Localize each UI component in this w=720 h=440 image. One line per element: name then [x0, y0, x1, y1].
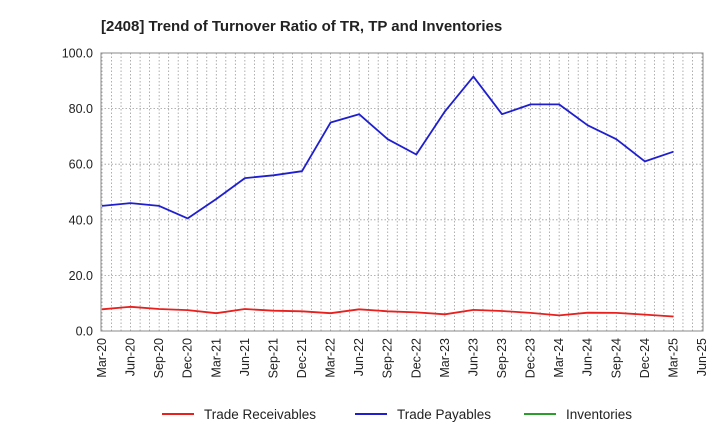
x-axis: Mar-20 Jun-20 Sep-20 Dec-20 Mar-21 Jun-21 Sep-… [95, 338, 709, 378]
x-tick-label: Sep-20 [152, 338, 166, 378]
x-tick-label: Jun-20 [124, 338, 138, 376]
y-tick-label: 40.0 [69, 213, 93, 227]
x-tick-label: Mar-24 [552, 338, 566, 378]
x-tick-label: Dec-23 [524, 338, 538, 378]
x-tick-label: Jun-21 [238, 338, 252, 376]
x-tick-label: Dec-20 [181, 338, 195, 378]
y-tick-label: 20.0 [69, 269, 93, 283]
y-tick-label: 0.0 [76, 325, 93, 339]
x-tick-label: Jun-25 [695, 338, 709, 376]
x-tick-label: Jun-24 [581, 338, 595, 376]
x-tick-label: Mar-23 [438, 338, 452, 378]
x-tick-label: Dec-24 [638, 338, 652, 378]
series-line-trade-payables [101, 75, 674, 220]
plot-area [100, 52, 704, 332]
legend: Trade Receivables Trade Payables Inventori… [162, 407, 632, 422]
legend-label: Trade Payables [397, 407, 491, 422]
x-tick-label: Mar-25 [666, 338, 680, 378]
x-tick-label: Mar-22 [324, 338, 338, 378]
legend-label: Trade Receivables [204, 407, 316, 422]
x-tick-label: Dec-21 [295, 338, 309, 378]
series-group [101, 75, 674, 318]
x-tick-label: Jun-22 [352, 338, 366, 376]
grid [101, 52, 703, 332]
y-tick-label: 60.0 [69, 158, 93, 172]
x-tick-label: Mar-20 [95, 338, 109, 378]
x-tick-label: Mar-21 [209, 338, 223, 378]
legend-label: Inventories [566, 407, 632, 422]
x-tick-label: Sep-24 [609, 338, 623, 378]
series-line-trade-receivables [101, 305, 674, 318]
x-tick-label: Sep-22 [381, 338, 395, 378]
y-axis: 0.0 20.0 40.0 60.0 80.0 100.0 [62, 47, 93, 339]
y-tick-label: 80.0 [69, 102, 93, 116]
x-tick-label: Sep-23 [495, 338, 509, 378]
x-tick-label: Dec-22 [409, 338, 423, 378]
x-tick-label: Sep-21 [266, 338, 280, 378]
x-tick-label: Jun-23 [466, 338, 480, 376]
chart-title: [2408] Trend of Turnover Ratio of TR, TP… [101, 18, 502, 35]
y-tick-label: 100.0 [62, 47, 93, 61]
